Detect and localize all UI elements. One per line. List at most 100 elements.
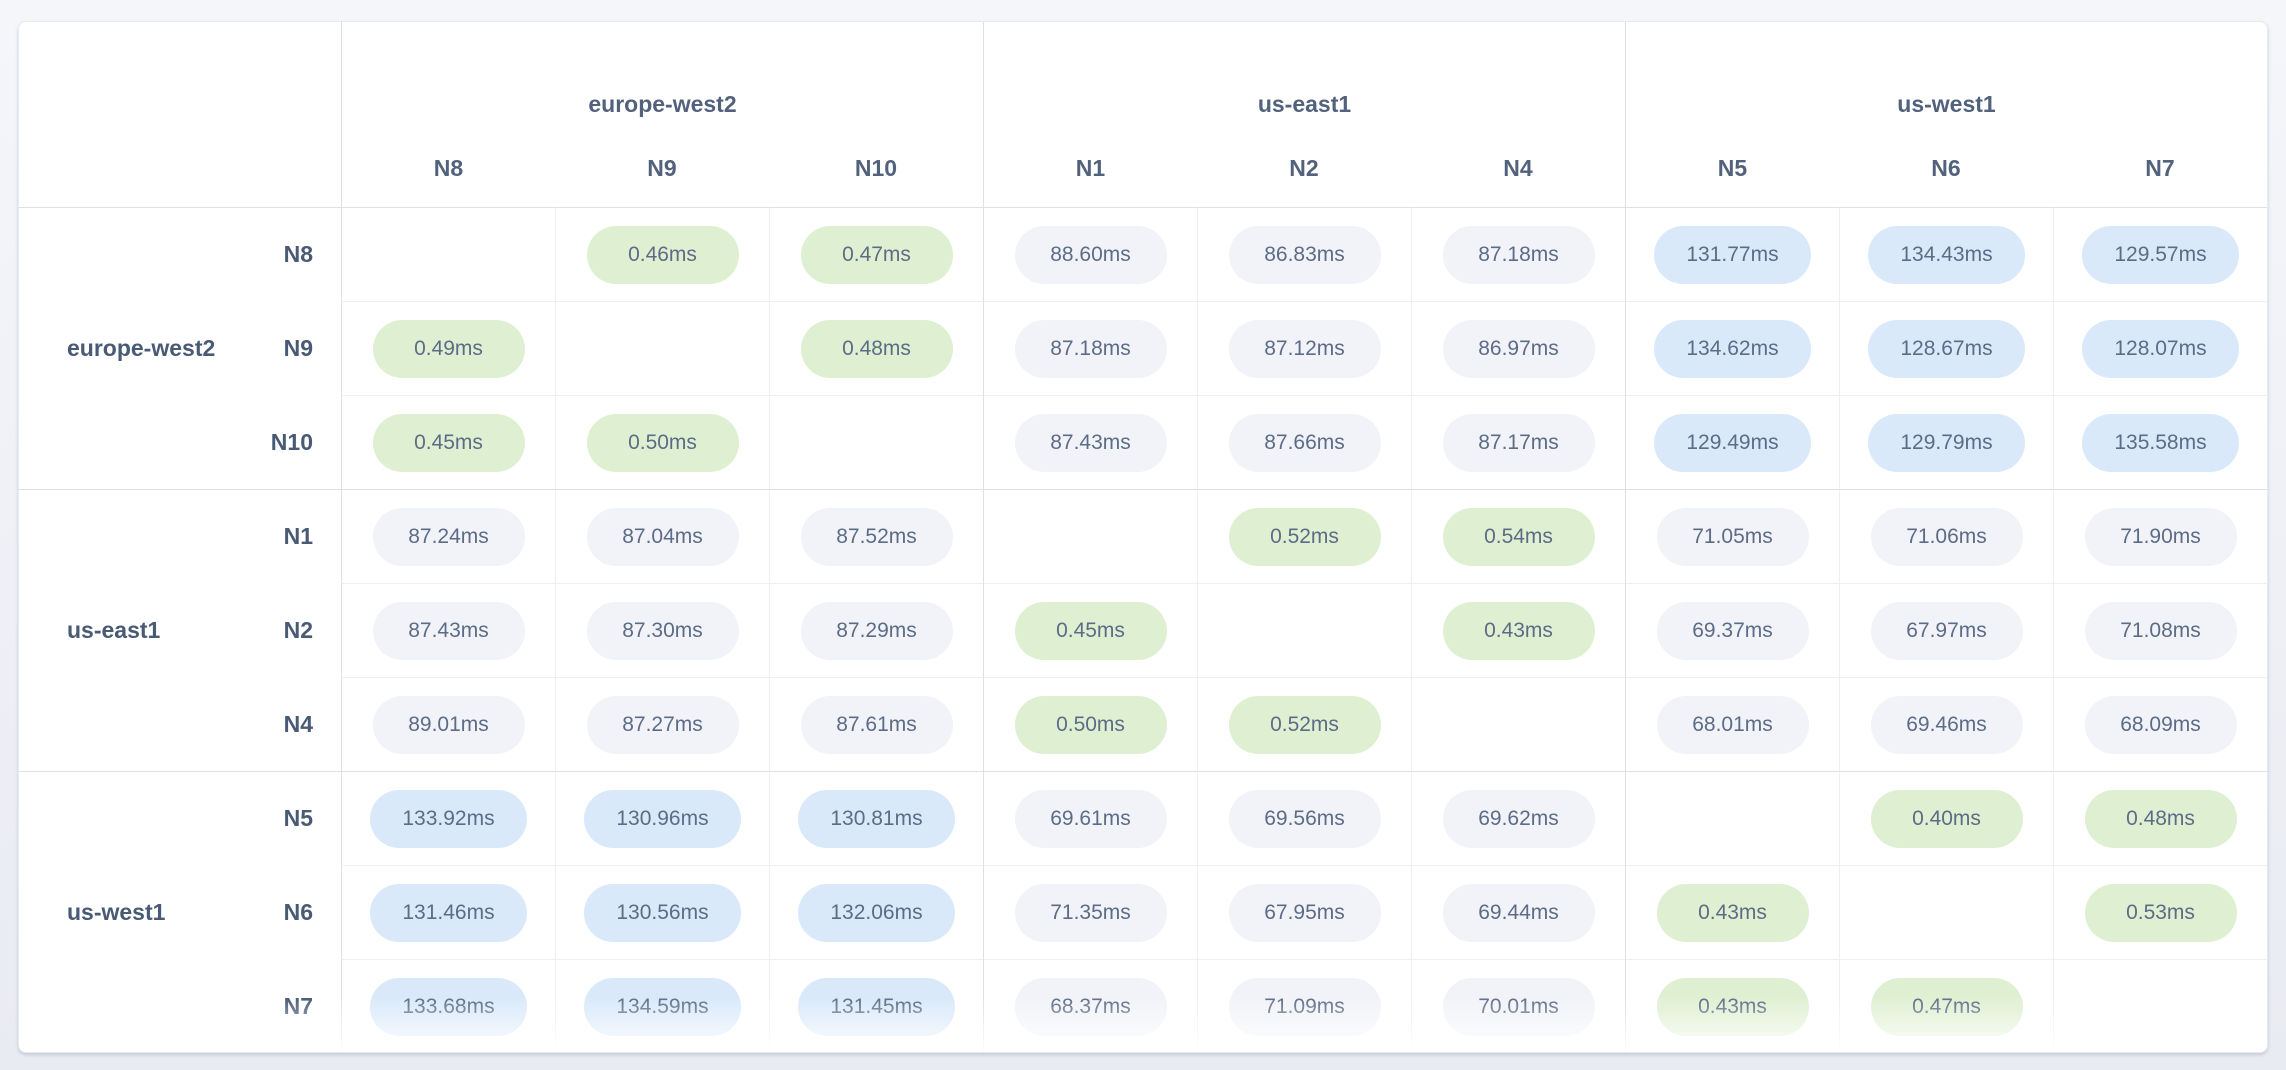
latency-value-pill: 69.44ms [1442,883,1595,942]
latency-cell: 0.52ms [1197,489,1411,583]
latency-cell: 0.47ms [1839,959,2053,1052]
latency-cell: 128.07ms [2053,301,2267,395]
latency-cell: 0.49ms [341,301,555,395]
latency-cell: 0.46ms [555,207,769,301]
latency-value-pill: 71.90ms [2084,507,2237,566]
latency-cell [1625,771,1839,865]
latency-value-pill: 69.56ms [1228,789,1381,848]
latency-cell: 135.58ms [2053,395,2267,489]
latency-value-pill: 0.54ms [1442,507,1595,566]
latency-cell: 134.43ms [1839,207,2053,301]
latency-value-pill: 131.45ms [798,977,955,1036]
latency-value-pill: 0.49ms [372,319,525,378]
latency-cell: 130.56ms [555,865,769,959]
latency-value-pill: 131.77ms [1654,225,1811,284]
latency-cell: 131.77ms [1625,207,1839,301]
latency-cell: 87.18ms [983,301,1197,395]
latency-value-pill: 131.46ms [370,883,527,942]
latency-value-pill: 87.18ms [1014,319,1167,378]
latency-cell [769,395,983,489]
column-node-header: N10 [854,155,898,181]
row-node-label: N7 [283,992,313,1019]
latency-value-pill: 87.43ms [1014,413,1167,472]
latency-value-pill: 89.01ms [372,695,525,754]
latency-cell: 87.43ms [341,583,555,677]
latency-value-pill: 87.27ms [586,695,739,754]
latency-cell: 87.30ms [555,583,769,677]
latency-cell: 0.45ms [983,583,1197,677]
latency-cell: 131.45ms [769,959,983,1052]
latency-cell: 0.52ms [1197,677,1411,771]
latency-value-pill: 0.52ms [1228,507,1381,566]
latency-value-pill: 69.61ms [1014,789,1167,848]
latency-cell: 69.61ms [983,771,1197,865]
latency-value-pill: 87.04ms [586,507,739,566]
latency-cell: 0.50ms [983,677,1197,771]
latency-value-pill: 71.05ms [1656,507,1809,566]
latency-cell [983,489,1197,583]
latency-cell: 86.97ms [1411,301,1625,395]
latency-value-pill: 0.43ms [1656,977,1809,1036]
latency-cell: 71.35ms [983,865,1197,959]
latency-value-pill: 0.48ms [800,319,953,378]
latency-cell: 134.59ms [555,959,769,1052]
latency-value-pill: 87.29ms [800,601,953,660]
latency-cell: 70.01ms [1411,959,1625,1052]
latency-value-pill: 68.09ms [2084,695,2237,754]
latency-cell: 132.06ms [769,865,983,959]
latency-cell: 71.08ms [2053,583,2267,677]
row-region-label: us-west1 [19,771,199,1052]
latency-cell: 87.24ms [341,489,555,583]
latency-value-pill: 86.83ms [1228,225,1381,284]
latency-cell: 87.04ms [555,489,769,583]
row-node-label: N2 [283,616,313,643]
latency-value-pill: 71.06ms [1870,507,2023,566]
latency-cell: 0.48ms [769,301,983,395]
latency-value-pill: 69.37ms [1656,601,1809,660]
latency-cell: 0.43ms [1411,583,1625,677]
latency-value-pill: 130.96ms [584,789,741,848]
latency-matrix-table: europe-west2 N8 N9 N10 us-east1 N1 N2 N4 us-west… [19,22,2267,1052]
row-region-label: us-east1 [19,489,199,771]
latency-value-pill: 67.95ms [1228,883,1381,942]
latency-cell: 69.56ms [1197,771,1411,865]
latency-value-pill: 134.43ms [1868,225,2025,284]
latency-cell: 87.29ms [769,583,983,677]
latency-cell: 87.66ms [1197,395,1411,489]
latency-cell: 129.79ms [1839,395,2053,489]
latency-cell [1197,583,1411,677]
latency-value-pill: 71.35ms [1014,883,1167,942]
latency-value-pill: 0.43ms [1442,601,1595,660]
latency-value-pill: 0.48ms [2084,789,2237,848]
latency-cell: 0.54ms [1411,489,1625,583]
latency-cell: 86.83ms [1197,207,1411,301]
latency-cell: 71.05ms [1625,489,1839,583]
latency-cell: 129.57ms [2053,207,2267,301]
latency-cell: 0.53ms [2053,865,2267,959]
latency-cell: 128.67ms [1839,301,2053,395]
latency-value-pill: 134.59ms [584,977,741,1036]
latency-value-pill: 0.50ms [1014,695,1167,754]
latency-value-pill: 87.66ms [1228,413,1381,472]
latency-cell: 87.12ms [1197,301,1411,395]
row-node-label: N4 [283,710,313,737]
latency-value-pill: 0.45ms [1014,601,1167,660]
latency-value-pill: 134.62ms [1654,319,1811,378]
latency-value-pill: 130.81ms [798,789,955,848]
column-node-header: N9 [647,155,677,181]
latency-cell: 71.09ms [1197,959,1411,1052]
column-node-header: N5 [1625,142,1839,207]
latency-cell [2053,959,2267,1052]
latency-value-pill: 87.12ms [1228,319,1381,378]
latency-value-pill: 128.67ms [1868,319,2025,378]
latency-cell: 87.43ms [983,395,1197,489]
latency-cell: 88.60ms [983,207,1197,301]
latency-value-pill: 133.68ms [370,977,527,1036]
latency-value-pill: 0.43ms [1656,883,1809,942]
latency-cell: 129.49ms [1625,395,1839,489]
column-region-header: us-east1 [983,22,1625,142]
latency-value-pill: 71.08ms [2084,601,2237,660]
latency-value-pill: 0.45ms [372,413,525,472]
latency-value-pill: 67.97ms [1870,601,2023,660]
latency-cell: 67.95ms [1197,865,1411,959]
